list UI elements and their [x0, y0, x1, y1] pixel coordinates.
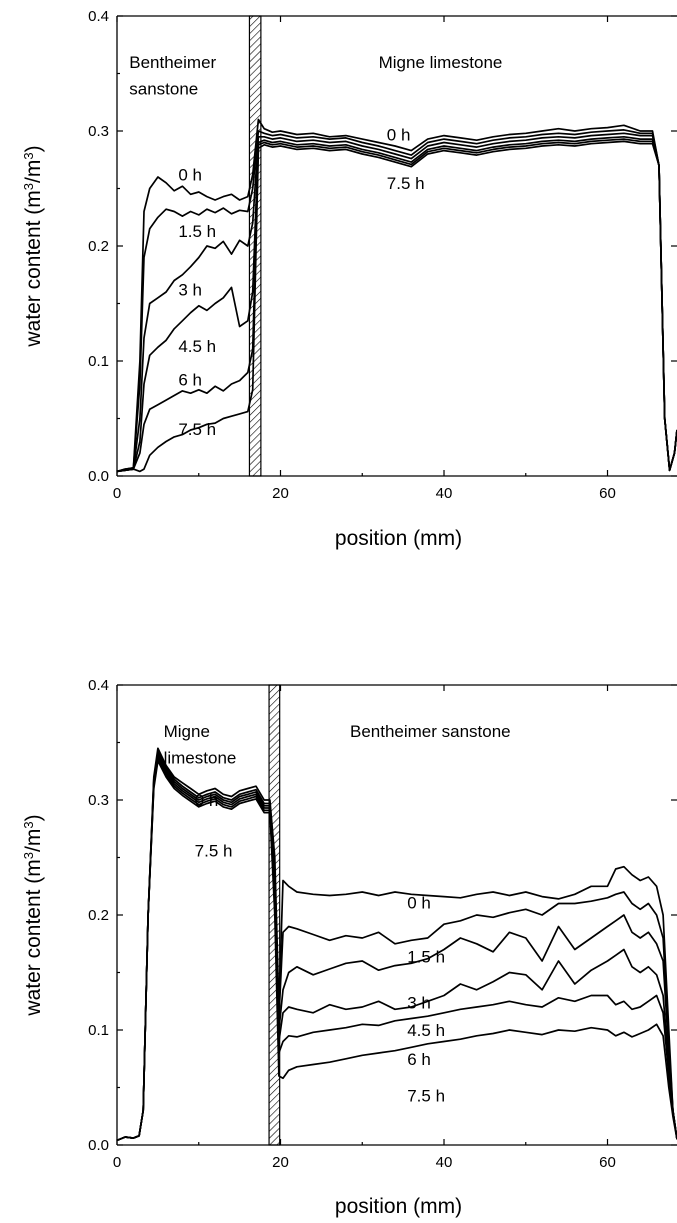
y-axis-title-part: water content (m	[22, 859, 45, 1016]
y-tick-label: 0.3	[88, 123, 109, 140]
x-tick-label: 40	[436, 1154, 453, 1171]
x-axis-title: position (mm)	[335, 1195, 462, 1218]
y-tick-label: 0.4	[88, 8, 109, 25]
y-axis-title-part: 3	[21, 821, 36, 828]
y-axis-title-part: /m	[22, 829, 45, 852]
y-axis-title-part: water content (m	[22, 190, 45, 347]
y-axis-title-part: 3	[21, 183, 36, 190]
annotation-label: Bentheimer sanstone	[350, 722, 511, 741]
annotation-label: 7.5 h	[178, 420, 216, 439]
y-tick-label: 0.2	[88, 907, 109, 924]
annotation-label: 1.5 h	[178, 222, 216, 241]
y-axis-title: water content (m3/m3)	[21, 145, 45, 347]
chart-bottom-panel: 0.0 0.1 0.2 0.3 0.4 0 20 40 60 position (mm) water…	[21, 677, 677, 1218]
annotation-label: 3 h	[178, 281, 202, 300]
annotation-label: 1.5 h	[407, 947, 445, 966]
x-tick-label: 20	[272, 485, 289, 502]
annotation-label: 0 h	[178, 166, 202, 185]
annotation-label: 6 h	[178, 370, 202, 389]
y-axis-title-part: 3	[21, 852, 36, 859]
y-axis-title: water content (m3/m3)	[21, 814, 45, 1016]
y-tick-label: 0.0	[88, 468, 109, 485]
y-tick-label: 0.0	[88, 1137, 109, 1154]
annotation-label: 0 h	[407, 893, 431, 912]
chart-top-panel: 0.0 0.1 0.2 0.3 0.4 0 20 40 60 position (mm) water…	[21, 8, 677, 550]
x-tick-label: 20	[272, 1154, 289, 1171]
annotation-label: 3 h	[407, 993, 431, 1012]
annotation-label: 7.5 h	[195, 842, 233, 861]
y-axis-title-part: )	[22, 145, 45, 152]
annotation-label: Migne	[164, 722, 210, 741]
y-axis-title-part: )	[22, 814, 45, 821]
y-tick-label: 0.1	[88, 1022, 109, 1039]
x-axis-title: position (mm)	[335, 527, 462, 550]
x-tick-label: 60	[599, 485, 616, 502]
y-tick-label: 0.1	[88, 353, 109, 370]
y-tick-label: 0.4	[88, 677, 109, 694]
annotation-label: 0 h	[195, 791, 219, 810]
annotation-label: 7.5 h	[407, 1087, 445, 1106]
x-tick-label: 60	[599, 1154, 616, 1171]
y-axis-title-part: /m	[22, 160, 45, 183]
y-tick-label: 0.2	[88, 238, 109, 255]
series-line-5	[117, 761, 677, 1141]
annotation-label: 7.5 h	[387, 174, 425, 193]
y-tick-label: 0.3	[88, 792, 109, 809]
y-axis-title-part: 3	[21, 152, 36, 159]
annotation-label: Migne limestone	[379, 53, 503, 72]
annotation-label: sanstone	[129, 79, 198, 98]
series-line-2	[117, 754, 677, 1140]
annotation-label: 4.5 h	[407, 1021, 445, 1040]
series-line-4	[117, 759, 677, 1141]
series-line-1	[117, 752, 677, 1141]
x-tick-label: 0	[113, 1154, 121, 1171]
x-tick-label: 40	[436, 485, 453, 502]
x-tick-label: 0	[113, 485, 121, 502]
annotation-label: 4.5 h	[178, 337, 216, 356]
annotation-label: 0 h	[387, 125, 411, 144]
annotation-label: Bentheimer	[129, 53, 216, 72]
annotation-label: 6 h	[407, 1050, 431, 1069]
series-line-3	[117, 756, 677, 1140]
annotation-label: limestone	[164, 748, 237, 767]
